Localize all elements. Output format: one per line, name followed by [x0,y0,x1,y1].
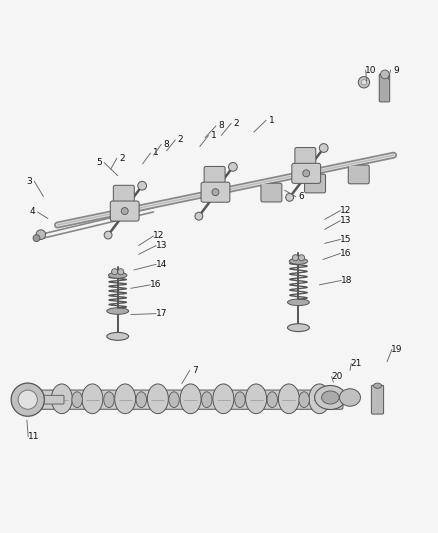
FancyBboxPatch shape [201,182,230,202]
Text: 1: 1 [153,149,159,157]
Circle shape [319,143,328,152]
Ellipse shape [339,389,360,406]
Text: 2: 2 [178,135,184,144]
Text: 1: 1 [211,131,217,140]
Ellipse shape [180,384,201,414]
Ellipse shape [288,299,309,305]
Ellipse shape [267,392,278,408]
Circle shape [361,79,367,85]
Text: 16: 16 [340,249,351,258]
Circle shape [118,269,124,275]
Ellipse shape [309,384,330,414]
Ellipse shape [213,384,234,414]
Ellipse shape [289,258,307,264]
Ellipse shape [246,384,267,414]
Text: 16: 16 [150,280,162,289]
FancyBboxPatch shape [295,148,316,166]
Text: 1: 1 [268,116,274,125]
Text: 7: 7 [192,366,198,375]
Ellipse shape [82,384,103,414]
Text: 17: 17 [155,309,167,318]
Ellipse shape [279,384,299,414]
FancyBboxPatch shape [261,183,282,202]
Text: 13: 13 [155,241,167,250]
Circle shape [358,77,370,88]
Circle shape [298,255,304,261]
FancyBboxPatch shape [110,201,139,221]
Ellipse shape [104,392,114,408]
Circle shape [11,383,44,416]
Circle shape [381,70,389,79]
Circle shape [195,212,203,220]
Text: 12: 12 [153,231,164,240]
Circle shape [18,390,37,409]
Text: 15: 15 [340,235,351,244]
Ellipse shape [107,308,129,314]
Circle shape [121,207,128,215]
Circle shape [104,231,112,239]
Ellipse shape [72,392,82,408]
Text: 9: 9 [393,66,399,75]
Text: 19: 19 [392,345,403,354]
FancyBboxPatch shape [304,174,325,193]
Text: 18: 18 [341,276,352,285]
Text: 14: 14 [155,260,167,269]
Circle shape [112,269,118,275]
Ellipse shape [107,333,129,340]
Text: 13: 13 [340,216,351,225]
FancyBboxPatch shape [113,185,134,204]
Circle shape [303,170,310,177]
Ellipse shape [201,392,212,408]
FancyBboxPatch shape [29,390,343,409]
Ellipse shape [136,392,147,408]
Circle shape [286,193,293,201]
Text: 11: 11 [28,432,39,441]
FancyBboxPatch shape [371,385,384,414]
Ellipse shape [148,384,168,414]
Ellipse shape [235,392,245,408]
Ellipse shape [51,384,72,414]
Ellipse shape [288,324,309,332]
Text: 2: 2 [119,154,125,163]
Text: 2: 2 [233,119,239,128]
Circle shape [229,163,237,171]
Ellipse shape [374,383,381,389]
FancyBboxPatch shape [379,74,390,102]
Ellipse shape [321,391,339,404]
Text: 12: 12 [340,206,351,215]
Circle shape [36,230,46,239]
Ellipse shape [109,272,127,278]
Text: 21: 21 [351,359,362,368]
Circle shape [33,235,40,241]
Text: 4: 4 [29,207,35,216]
Text: 8: 8 [164,140,170,149]
Text: 8: 8 [218,122,224,131]
Ellipse shape [299,392,309,408]
Text: 3: 3 [26,177,32,186]
Circle shape [212,189,219,196]
Text: 20: 20 [331,372,343,381]
FancyBboxPatch shape [41,395,64,404]
Text: 5: 5 [96,158,102,167]
FancyBboxPatch shape [204,166,225,185]
FancyBboxPatch shape [348,165,369,184]
Text: 10: 10 [365,66,377,75]
Ellipse shape [314,385,346,409]
Circle shape [138,181,147,190]
Ellipse shape [169,392,179,408]
Text: 6: 6 [298,192,304,201]
Ellipse shape [115,384,136,414]
FancyBboxPatch shape [292,163,321,183]
Circle shape [292,255,298,261]
